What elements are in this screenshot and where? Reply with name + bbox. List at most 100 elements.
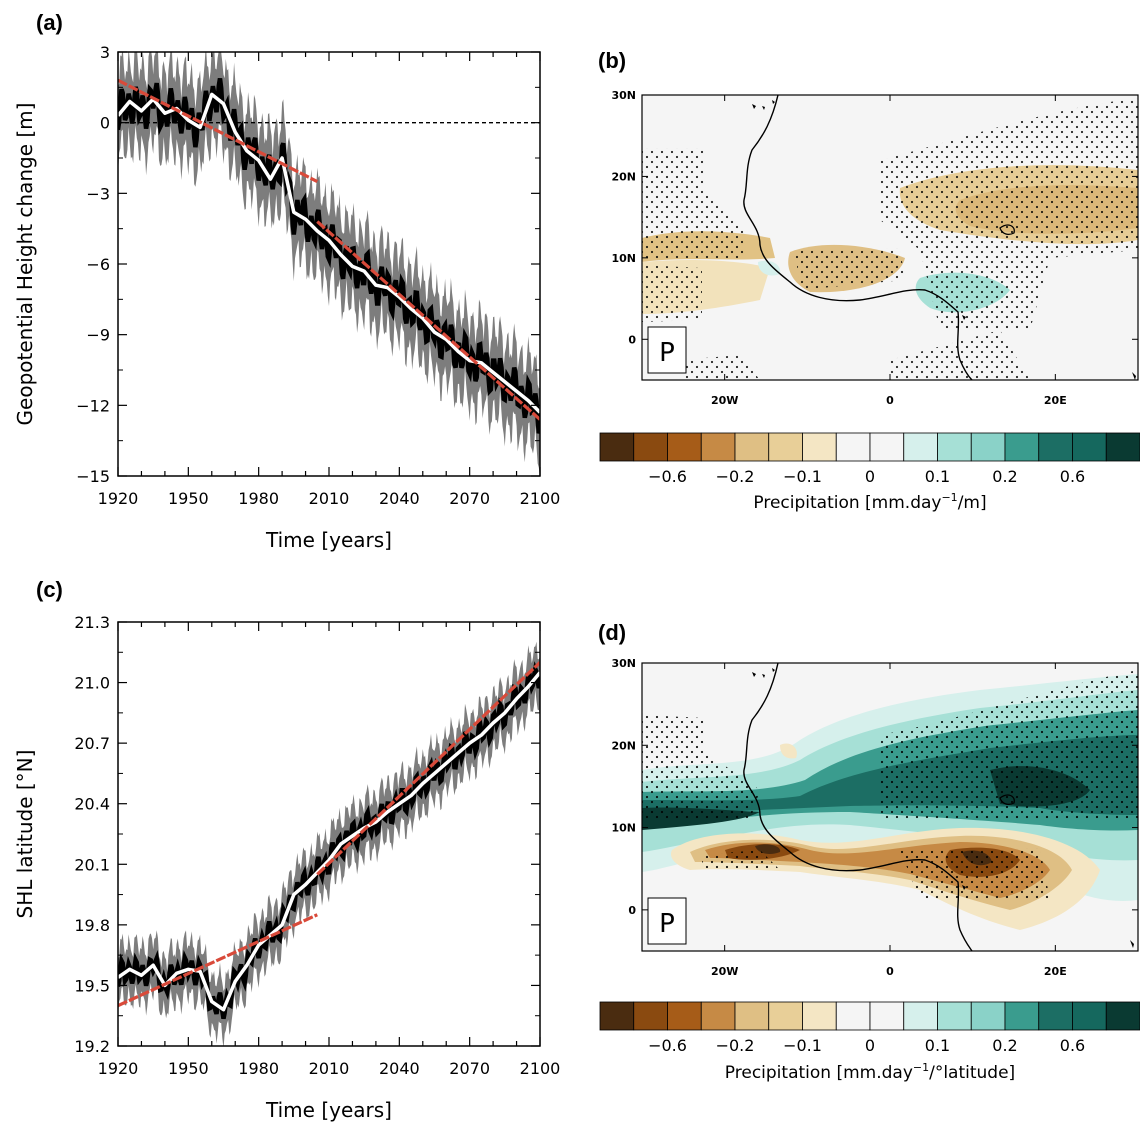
chart-a: 1920 1950 1980 2010 2040 2070 2100 3 0 −3 −6 −9 −12 −… [13, 43, 561, 552]
chart-c-xtick-label: 1920 [98, 1059, 139, 1078]
chart-a-smooth-line [118, 92, 540, 414]
colorbar-d-swatch [802, 1001, 837, 1031]
colorbar-d-swatch [835, 1001, 871, 1031]
map-b-xtick-label: 20W [711, 394, 738, 407]
map-d-ytick-label: 10N [611, 822, 636, 835]
colorbar-d-tick-label: 0.2 [992, 1036, 1017, 1055]
chart-c-ylabel: SHL latitude [°N] [13, 750, 37, 919]
colorbar-b-swatch [734, 432, 770, 462]
colorbar-d-title-main: Precipitation [mm.day [725, 1063, 913, 1083]
chart-c-xlabel: Time [years] [265, 1098, 392, 1122]
chart-c-xtick-label: 2010 [309, 1059, 350, 1078]
colorbar-b-tick-label: 0.6 [1060, 467, 1085, 486]
colorbar-d-swatch [869, 1001, 905, 1031]
colorbar-d-tick-label: −0.1 [783, 1036, 822, 1055]
colorbar-b-swatch [768, 432, 803, 462]
colorbar-b-swatch [903, 432, 938, 462]
map-d-ytick-label: 20N [611, 739, 636, 752]
map-d-stipple-west [642, 715, 760, 820]
colorbar-d-swatch [1105, 1001, 1140, 1031]
map-b-stipple-southeast [890, 330, 1030, 380]
map-b: 20W 0 20E 30N 20N 10N 0 P [611, 89, 1139, 407]
colorbar-d-tick-label: −0.2 [716, 1036, 755, 1055]
chart-a-ytick-label: −12 [76, 396, 110, 415]
colorbar-d: −0.6 −0.2 −0.1 0 0.1 0.2 0.6 [599, 1001, 1140, 1055]
chart-c-ytick-label: 19.5 [74, 976, 110, 995]
map-b-stipple-coast [642, 265, 702, 322]
chart-c-xtick-label: 2070 [449, 1059, 490, 1078]
map-b-ytick-label: 20N [611, 170, 636, 183]
map-d-bioko-island [962, 885, 966, 890]
colorbar-d-swatch [1038, 1001, 1073, 1031]
chart-a-ytick-label: −9 [86, 326, 110, 345]
map-b-coastline [743, 95, 973, 380]
map-b-ytick-label: 0 [628, 333, 636, 346]
chart-c-ytick-label: 20.4 [74, 795, 110, 814]
map-d-stipple-gulf [900, 848, 1050, 900]
colorbar-d-swatch [667, 1001, 702, 1031]
map-d-dry-patch-north [780, 743, 797, 759]
colorbar-d-tick-label: 0 [865, 1036, 875, 1055]
chart-a-ytick-label: 0 [100, 114, 110, 133]
map-d-coastline [743, 663, 973, 951]
colorbar-b-title-main: Precipitation [mm.day [753, 493, 941, 513]
map-b-coast-fragment [1132, 372, 1136, 380]
chart-a-trend-line-2 [316, 220, 540, 421]
map-d-canary-islands [752, 668, 775, 678]
map-b-stipple-sahel [795, 248, 905, 290]
chart-a-annual-line [118, 78, 540, 434]
colorbar-b-swatch [970, 432, 1006, 462]
colorbar-b-swatch [1038, 432, 1073, 462]
colorbar-b-title-end: /m] [958, 493, 987, 513]
chart-c-ytick-label: 20.1 [74, 855, 110, 874]
colorbar-d-tick-label: 0.6 [1060, 1036, 1085, 1055]
colorbar-b-title-sup: −1 [941, 491, 957, 504]
chart-c-trend-line-1 [118, 913, 318, 1008]
chart-c-smooth-line [118, 671, 540, 1012]
colorbar-b-swatch [802, 432, 837, 462]
colorbar-d-swatch [633, 1001, 668, 1031]
colorbar-b-swatch [667, 432, 702, 462]
colorbar-b-swatch [700, 432, 736, 462]
map-d-stipple-east [880, 670, 1138, 820]
colorbar-d-swatch [1004, 1001, 1040, 1031]
chart-a-xtick-label: 2100 [520, 489, 561, 508]
chart-a-xtick-label: 2010 [309, 489, 350, 508]
map-b-bioko-island [962, 315, 966, 320]
chart-c-xtick-label: 1980 [238, 1059, 279, 1078]
chart-c-ytick-label: 19.2 [74, 1037, 110, 1056]
chart-a-ytick-label: 3 [100, 43, 110, 62]
colorbar-b-tick-label: 0 [865, 467, 875, 486]
colorbar-d-swatch [734, 1001, 770, 1031]
chart-c-ytick-label: 20.7 [74, 734, 110, 753]
chart-c-ytick-label: 19.8 [74, 916, 110, 935]
colorbar-d-title-end: /°latitude] [929, 1063, 1015, 1083]
chart-c-trend-line-2 [316, 661, 540, 876]
map-b-variable-label: P [659, 338, 675, 368]
chart-a-ytick-label: −6 [86, 255, 110, 274]
colorbar-d-title: Precipitation [mm.day−1/°latitude] [725, 1061, 1015, 1083]
chart-a-xtick-label: 1920 [98, 489, 139, 508]
map-b-xtick-label: 20E [1044, 394, 1067, 407]
colorbar-b-swatch [633, 432, 668, 462]
map-d-coast-fragment [1130, 940, 1134, 948]
panel-label-a: (a) [36, 10, 63, 35]
colorbar-b-swatch [835, 432, 871, 462]
colorbar-d-swatch [700, 1001, 736, 1031]
panel-label-d: (d) [598, 620, 626, 645]
map-b-wet-patch [758, 260, 781, 276]
map-b-canary-islands [752, 100, 775, 110]
map-d-xtick-label: 20E [1044, 965, 1067, 978]
map-b-xtick-label: 0 [886, 394, 894, 407]
colorbar-d-tick-label: −0.6 [648, 1036, 687, 1055]
colorbar-d-title-sup: −1 [913, 1061, 929, 1074]
colorbar-d-swatch [599, 1001, 635, 1031]
colorbar-b-swatch [1004, 432, 1040, 462]
chart-a-ytick-label: −15 [76, 467, 110, 486]
colorbar-b-swatch [1105, 432, 1140, 462]
map-d-ytick-label: 0 [628, 904, 636, 917]
map-b-ytick-label: 10N [611, 252, 636, 265]
chart-a-xtick-label: 1980 [238, 489, 279, 508]
map-d: 20W 0 20E 30N 20N 10N 0 P [611, 657, 1139, 978]
